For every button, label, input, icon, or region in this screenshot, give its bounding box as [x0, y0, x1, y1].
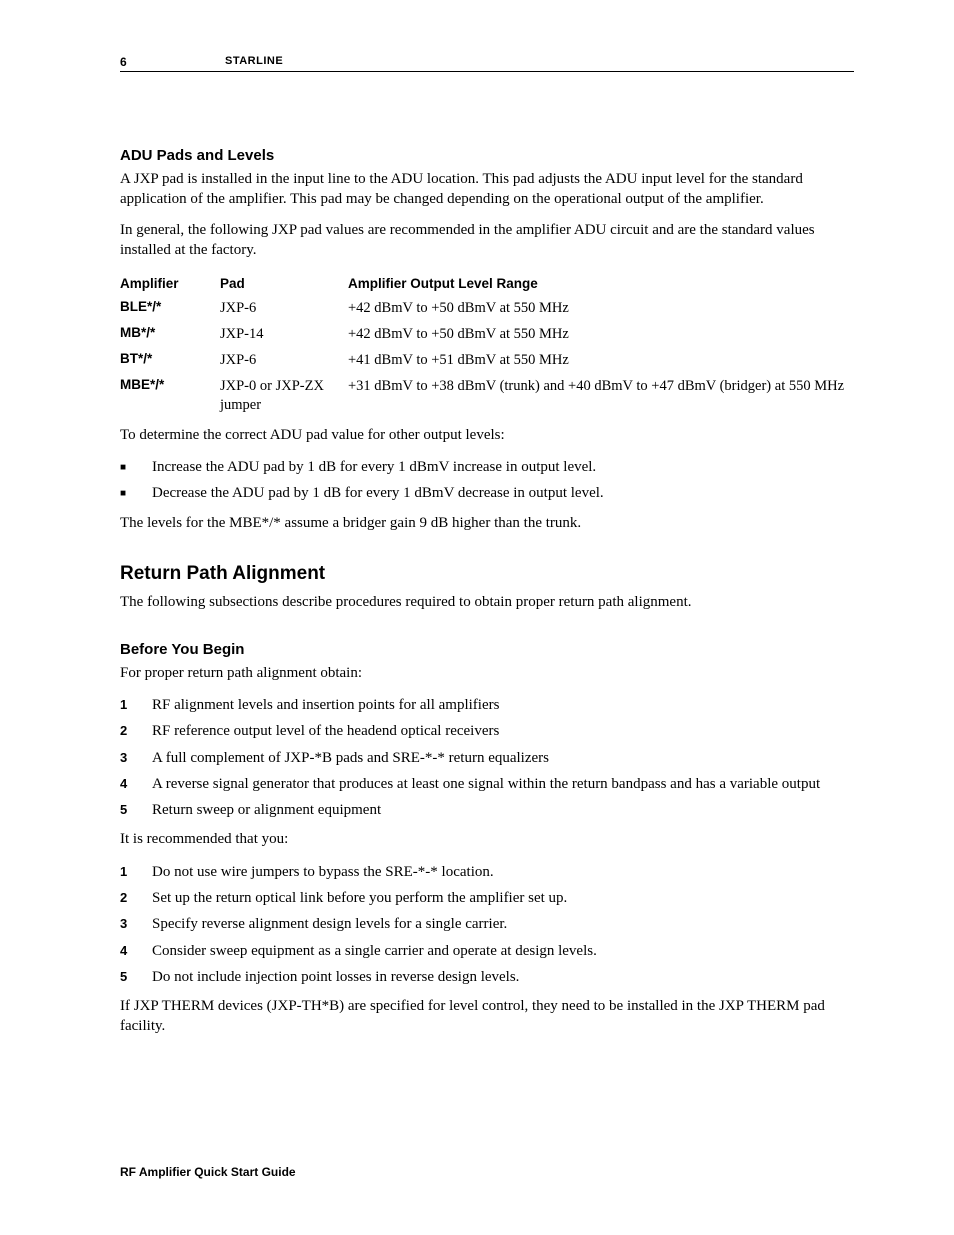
page-number: 6	[120, 55, 225, 69]
num-marker: 1	[120, 695, 152, 715]
bullet-icon: ■	[120, 483, 152, 503]
list-item: ■ Decrease the ADU pad by 1 dB for every…	[120, 483, 854, 503]
num-text: Set up the return optical link before yo…	[152, 888, 854, 908]
bullet-icon: ■	[120, 457, 152, 477]
footer-title: RF Amplifier Quick Start Guide	[120, 1165, 296, 1179]
th-amplifier: Amplifier	[120, 276, 220, 291]
list-item: 4A reverse signal generator that produce…	[120, 774, 854, 794]
cell-pad: JXP-0 or JXP-ZX jumper	[220, 377, 348, 413]
num-text: RF alignment levels and insertion points…	[152, 695, 854, 715]
num-marker: 2	[120, 721, 152, 741]
cell-pad: JXP-14	[220, 325, 348, 343]
content-body: ADU Pads and Levels A JXP pad is install…	[120, 147, 854, 1036]
num-text: A full complement of JXP-*B pads and SRE…	[152, 748, 854, 768]
list-item: 4Consider sweep equipment as a single ca…	[120, 941, 854, 961]
cell-amp: BT*/*	[120, 351, 220, 369]
running-head-title: STARLINE	[225, 55, 283, 69]
cell-amp: BLE*/*	[120, 299, 220, 317]
num-marker: 3	[120, 914, 152, 934]
table-row: MB*/* JXP-14 +42 dBmV to +50 dBmV at 550…	[120, 321, 854, 347]
th-range: Amplifier Output Level Range	[348, 276, 854, 291]
heading-adu: ADU Pads and Levels	[120, 147, 854, 164]
table-header-row: Amplifier Pad Amplifier Output Level Ran…	[120, 272, 854, 295]
cell-range: +42 dBmV to +50 dBmV at 550 MHz	[348, 325, 854, 343]
num-text: RF reference output level of the headend…	[152, 721, 854, 741]
bullet-text: Increase the ADU pad by 1 dB for every 1…	[152, 457, 854, 477]
num-text: Return sweep or alignment equipment	[152, 800, 854, 820]
adu-p4: The levels for the MBE*/* assume a bridg…	[120, 514, 854, 534]
list-item: 5Return sweep or alignment equipment	[120, 800, 854, 820]
num-text: Consider sweep equipment as a single car…	[152, 941, 854, 961]
before-p1: For proper return path alignment obtain:	[120, 664, 854, 684]
num-marker: 3	[120, 748, 152, 768]
return-p1: The following subsections describe proce…	[120, 593, 854, 613]
table-row: MBE*/* JXP-0 or JXP-ZX jumper +31 dBmV t…	[120, 373, 854, 417]
heading-before: Before You Begin	[120, 641, 854, 658]
num-text: Do not include injection point losses in…	[152, 967, 854, 987]
page: 6 STARLINE ADU Pads and Levels A JXP pad…	[0, 0, 954, 1235]
bullet-text: Decrease the ADU pad by 1 dB for every 1…	[152, 483, 854, 503]
adu-table: Amplifier Pad Amplifier Output Level Ran…	[120, 272, 854, 418]
cell-amp: MBE*/*	[120, 377, 220, 413]
list-item: 1RF alignment levels and insertion point…	[120, 695, 854, 715]
adu-bullets: ■ Increase the ADU pad by 1 dB for every…	[120, 457, 854, 504]
running-header: 6 STARLINE	[120, 55, 854, 72]
num-text: Specify reverse alignment design levels …	[152, 914, 854, 934]
list-item: 2RF reference output level of the headen…	[120, 721, 854, 741]
list-item: 5Do not include injection point losses i…	[120, 967, 854, 987]
num-text: Do not use wire jumpers to bypass the SR…	[152, 862, 854, 882]
cell-range: +42 dBmV to +50 dBmV at 550 MHz	[348, 299, 854, 317]
cell-amp: MB*/*	[120, 325, 220, 343]
adu-p3: To determine the correct ADU pad value f…	[120, 426, 854, 446]
before-list2: 1Do not use wire jumpers to bypass the S…	[120, 862, 854, 987]
list-item: 3A full complement of JXP-*B pads and SR…	[120, 748, 854, 768]
before-list1: 1RF alignment levels and insertion point…	[120, 695, 854, 820]
num-marker: 5	[120, 800, 152, 820]
heading-return-path: Return Path Alignment	[120, 563, 854, 585]
table-row: BT*/* JXP-6 +41 dBmV to +51 dBmV at 550 …	[120, 347, 854, 373]
cell-range: +31 dBmV to +38 dBmV (trunk) and +40 dBm…	[348, 377, 854, 413]
th-pad: Pad	[220, 276, 348, 291]
num-marker: 4	[120, 941, 152, 961]
num-marker: 2	[120, 888, 152, 908]
list-item: ■ Increase the ADU pad by 1 dB for every…	[120, 457, 854, 477]
list-item: 3Specify reverse alignment design levels…	[120, 914, 854, 934]
num-marker: 5	[120, 967, 152, 987]
list-item: 1Do not use wire jumpers to bypass the S…	[120, 862, 854, 882]
list-item: 2Set up the return optical link before y…	[120, 888, 854, 908]
table-row: BLE*/* JXP-6 +42 dBmV to +50 dBmV at 550…	[120, 295, 854, 321]
adu-p1: A JXP pad is installed in the input line…	[120, 170, 854, 209]
cell-pad: JXP-6	[220, 299, 348, 317]
num-marker: 4	[120, 774, 152, 794]
before-p2: It is recommended that you:	[120, 830, 854, 850]
num-marker: 1	[120, 862, 152, 882]
cell-range: +41 dBmV to +51 dBmV at 550 MHz	[348, 351, 854, 369]
cell-pad: JXP-6	[220, 351, 348, 369]
before-p3: If JXP THERM devices (JXP-TH*B) are spec…	[120, 997, 854, 1036]
adu-p2: In general, the following JXP pad values…	[120, 221, 854, 260]
num-text: A reverse signal generator that produces…	[152, 774, 854, 794]
